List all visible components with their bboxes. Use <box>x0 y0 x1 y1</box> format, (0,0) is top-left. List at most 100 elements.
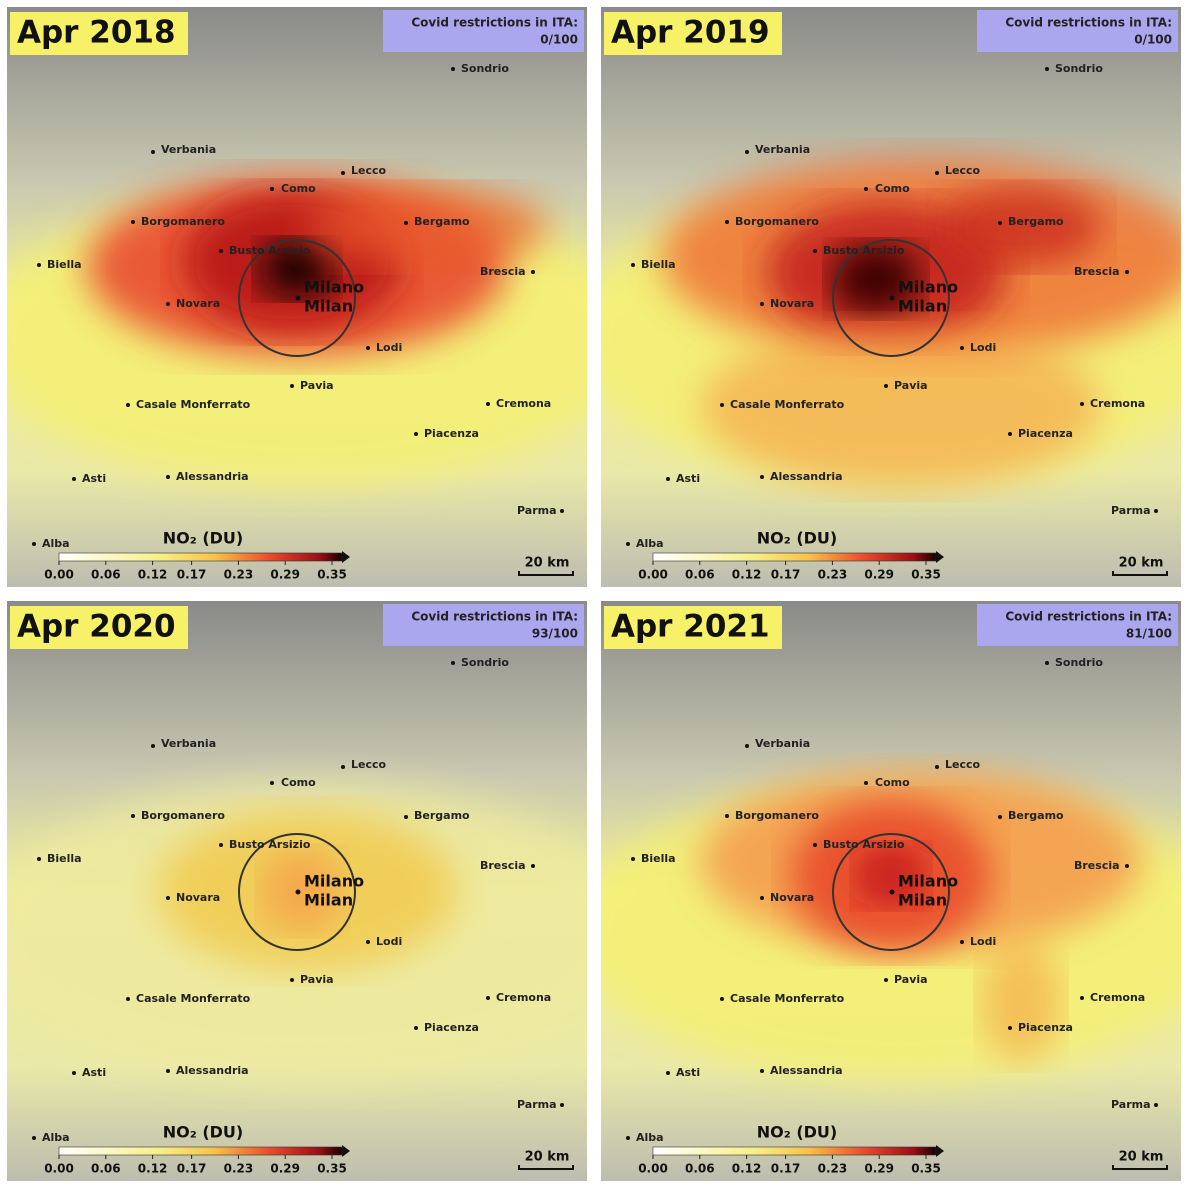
scale-bar-label: 20 km <box>1119 556 1164 571</box>
city-label: Alessandria <box>176 470 249 483</box>
colorbar <box>652 552 937 562</box>
city-label: Borgomanero <box>141 809 225 822</box>
colorbar <box>58 1146 343 1156</box>
city-label: Biella <box>47 258 82 271</box>
city-label: Bergamo <box>1008 809 1064 822</box>
no2-haze <box>262 851 342 931</box>
city-dot <box>166 302 170 306</box>
scale-bar-label: 20 km <box>525 1150 570 1165</box>
city-dot <box>37 857 41 861</box>
city-label: Asti <box>82 1066 106 1079</box>
city-dot <box>32 1136 36 1140</box>
city-dot <box>131 814 135 818</box>
city-label: Sondrio <box>1055 62 1103 75</box>
colorbar-title: NO₂ (DU) <box>163 529 243 548</box>
city-dot <box>760 896 764 900</box>
city-label: Casale Monferrato <box>136 992 251 1005</box>
city-dot <box>1125 864 1129 868</box>
city-label-main: Milano <box>898 278 958 297</box>
map-panel: Sondrio Verbania Lecco Como Borgomanero Berga… <box>7 7 587 587</box>
city-label: Cremona <box>496 991 551 1004</box>
title-box <box>604 12 782 55</box>
city-dot <box>631 857 635 861</box>
city-dot <box>166 896 170 900</box>
scale-bar <box>518 1165 574 1170</box>
city-dot <box>1080 996 1084 1000</box>
city-dot <box>884 978 888 982</box>
title-box <box>10 606 188 649</box>
city-dot <box>219 249 223 253</box>
scale-bar <box>1112 1165 1168 1170</box>
title-box <box>10 12 188 55</box>
city-dot <box>270 187 274 191</box>
city-dot <box>151 150 155 154</box>
city-dot <box>531 270 535 274</box>
city-label: Busto Arsizio <box>823 244 905 257</box>
city-dot <box>1008 432 1012 436</box>
city-dot <box>72 1071 76 1075</box>
no2-haze <box>981 941 1061 1061</box>
city-label: Parma <box>1111 504 1151 517</box>
colorbar-tick-label: 0.23 <box>818 568 848 582</box>
city-label-main: Milano <box>304 278 364 297</box>
colorbar-tick-label: 0.35 <box>317 1162 347 1176</box>
city-dot <box>270 781 274 785</box>
city-dot <box>414 432 418 436</box>
city-label: Como <box>281 776 316 789</box>
city-label: Lecco <box>945 758 981 771</box>
colorbar-tick-label: 0.23 <box>224 568 254 582</box>
city-dot <box>341 765 345 769</box>
no2-haze <box>307 187 547 267</box>
map-panel: Sondrio Verbania Lecco Como Borgomanero Berga… <box>601 7 1181 587</box>
city-dot <box>486 996 490 1000</box>
city-dot <box>486 402 490 406</box>
colorbar-title: NO₂ (DU) <box>757 1123 837 1142</box>
city-label: Cremona <box>1090 397 1145 410</box>
city-label: Lodi <box>376 341 402 354</box>
colorbar-tick-label: 0.23 <box>818 1162 848 1176</box>
city-label: Alessandria <box>770 1064 843 1077</box>
city-label-main: Milan <box>898 297 947 316</box>
city-dot <box>725 220 729 224</box>
city-dot <box>290 384 294 388</box>
colorbar-tick-label: 0.12 <box>732 1162 762 1176</box>
milan-ring <box>238 833 356 951</box>
city-label: Biella <box>641 258 676 271</box>
city-label: Cremona <box>1090 991 1145 1004</box>
city-dot <box>72 477 76 481</box>
restrictions-box <box>383 10 584 52</box>
colorbar-tick-label: 0.17 <box>177 568 207 582</box>
city-label: Cremona <box>496 397 551 410</box>
city-dot <box>666 477 670 481</box>
city-dot <box>295 295 301 301</box>
scale-bar <box>1112 571 1168 576</box>
city-dot <box>414 1026 418 1030</box>
city-label: Bergamo <box>1008 215 1064 228</box>
restrictions-value: 81/100 <box>1126 627 1172 641</box>
city-dot <box>131 220 135 224</box>
map-panel: Sondrio Verbania Lecco Como Borgomanero Berga… <box>7 601 587 1181</box>
city-label: Verbania <box>161 737 216 750</box>
colorbar-tick-label: 0.35 <box>911 568 941 582</box>
city-label: Novara <box>770 297 814 310</box>
colorbar-title: NO₂ (DU) <box>163 1123 243 1142</box>
colorbar-tick-label: 0.29 <box>270 1162 300 1176</box>
city-dot <box>889 295 895 301</box>
city-label: Bergamo <box>414 809 470 822</box>
city-label-main: Milan <box>304 891 353 910</box>
city-label: Lodi <box>376 935 402 948</box>
city-label: Sondrio <box>461 62 509 75</box>
city-dot <box>151 744 155 748</box>
city-label: Lodi <box>970 935 996 948</box>
city-label: Lecco <box>351 758 387 771</box>
city-label: Alba <box>636 1131 664 1144</box>
restrictions-label: Covid restrictions in ITA: <box>1005 610 1172 624</box>
city-dot <box>37 263 41 267</box>
city-label: Parma <box>517 504 557 517</box>
city-label: Alessandria <box>770 470 843 483</box>
map-panel: Sondrio Verbania Lecco Como Borgomanero Berga… <box>601 601 1181 1181</box>
city-dot <box>720 403 724 407</box>
city-dot <box>935 171 939 175</box>
city-label: Verbania <box>755 143 810 156</box>
